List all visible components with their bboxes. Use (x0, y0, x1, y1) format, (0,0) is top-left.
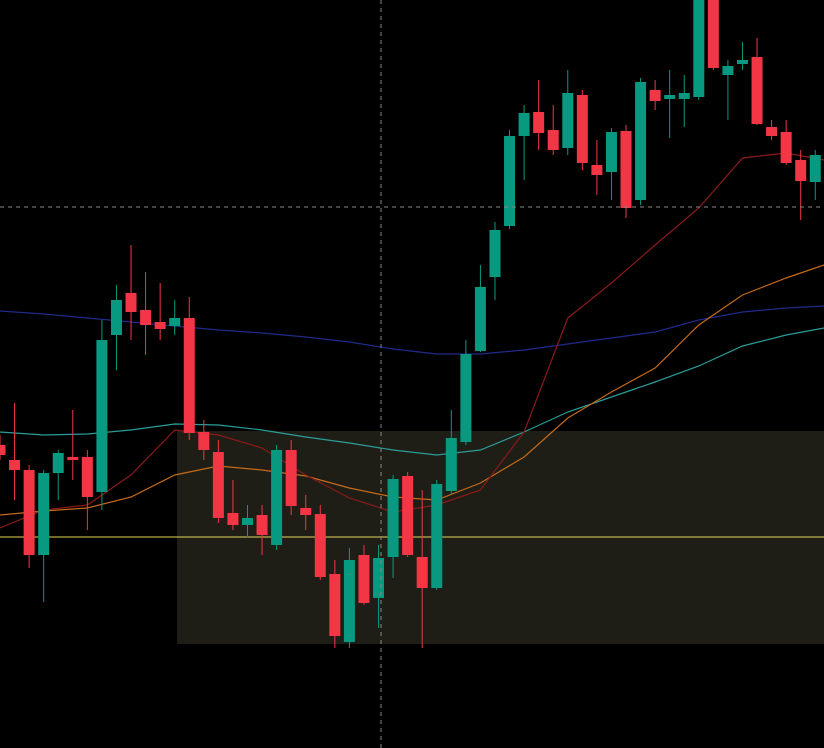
candle-body (678, 93, 690, 99)
candle-body (605, 132, 617, 172)
candle-body (329, 574, 341, 636)
candle-body (504, 136, 516, 226)
candle-body (547, 130, 559, 150)
moving-average (0, 305, 824, 355)
candle-body (649, 90, 661, 101)
candle-body (635, 82, 647, 200)
candle-body (285, 450, 297, 506)
candle-body (474, 287, 486, 351)
candle-body (256, 515, 268, 535)
moving-average (0, 152, 824, 529)
candle-body (314, 514, 326, 577)
candle-body (52, 453, 64, 473)
candle-body (343, 560, 355, 642)
candle-body (795, 160, 807, 181)
candle-body (387, 479, 399, 557)
candle-body (96, 340, 108, 492)
candle-body (125, 293, 137, 312)
candle-body (562, 93, 574, 148)
candle-body (766, 127, 778, 136)
candle-body (751, 57, 763, 124)
candle-body (460, 354, 472, 442)
candle-body (300, 508, 312, 515)
candle-body (489, 230, 501, 277)
candle-body (212, 452, 224, 518)
candle-body (576, 95, 588, 163)
candle-body (183, 318, 195, 433)
candle-body (620, 131, 632, 208)
moving-average (0, 264, 824, 516)
candle-body (81, 457, 93, 497)
candle-body (736, 60, 748, 64)
candle-body (140, 310, 152, 325)
candle-body (518, 113, 530, 136)
candle-body (271, 450, 283, 545)
candle-body (169, 318, 181, 326)
candle-body (227, 513, 239, 525)
candle-body (664, 95, 676, 99)
candle-body (38, 473, 50, 555)
candle-body (402, 476, 414, 555)
candle-body (533, 112, 545, 133)
candle-body (431, 484, 443, 588)
candle-body (0, 445, 6, 455)
candle-body (198, 432, 210, 450)
moving-average (0, 327, 824, 456)
candle-body (373, 558, 385, 598)
candle-body (591, 165, 603, 175)
candle-body (445, 438, 457, 491)
candle-body (693, 0, 705, 97)
candle-body (358, 555, 370, 603)
candle-body (67, 457, 79, 460)
candle-body (780, 132, 792, 163)
candle-body (9, 460, 21, 470)
candle-body (23, 470, 35, 555)
candle-body (809, 155, 821, 182)
candle-body (241, 518, 253, 525)
candle-body (154, 322, 166, 329)
candle-body (722, 66, 734, 75)
candle-body (707, 0, 719, 68)
candle-body (416, 557, 428, 588)
candle-body (110, 300, 122, 335)
